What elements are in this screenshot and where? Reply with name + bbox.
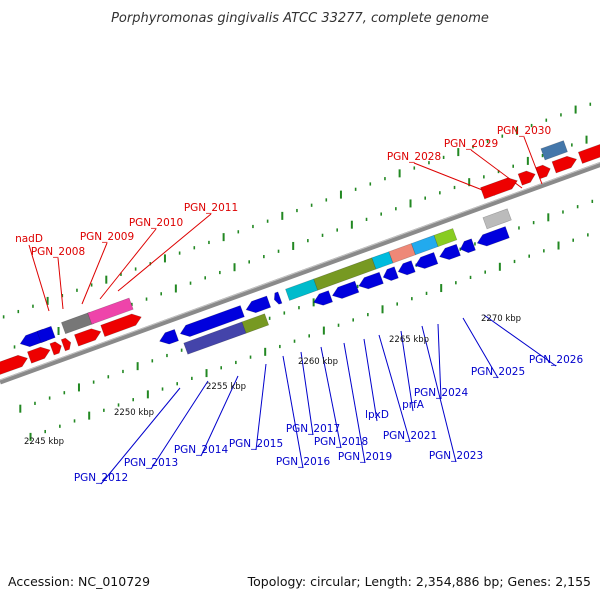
leader-line bbox=[200, 375, 239, 457]
reverse-gene-arrow bbox=[159, 329, 179, 345]
leader-line bbox=[81, 242, 108, 305]
forward-gene-arrow bbox=[36, 325, 56, 344]
gene-label: PGN_2023 bbox=[429, 450, 483, 462]
reverse-gene-arrow bbox=[285, 278, 319, 301]
leader-line bbox=[378, 334, 411, 443]
reverse-gene-arrow bbox=[397, 260, 416, 276]
reverse-gene-arrow bbox=[476, 226, 510, 247]
backbone-highlight bbox=[0, 162, 600, 381]
gene-label: PGN_2021 bbox=[383, 430, 437, 442]
forward-gene-arrow bbox=[480, 177, 518, 200]
scale-ticks: 2245 kbp 2250 kbp 2255 kbp 2260 kbp 2265 kbp… bbox=[24, 314, 521, 447]
gene-label: PGN_2010 bbox=[129, 217, 183, 229]
leader-line bbox=[282, 355, 304, 469]
leader-line bbox=[117, 213, 212, 292]
forward-gene-arrow bbox=[0, 354, 28, 375]
forward-gene-arrow bbox=[535, 164, 551, 180]
scale-tick-label: 2255 kbp bbox=[206, 382, 246, 392]
gene-label: PGN_2026 bbox=[529, 354, 584, 366]
reverse-gene-arrow bbox=[388, 243, 416, 264]
reverse-gene-arrow bbox=[241, 313, 270, 334]
reverse-gene-arrow bbox=[358, 271, 384, 290]
leader-line bbox=[255, 363, 267, 451]
leader-line bbox=[343, 342, 366, 464]
reverse-gene-arrow bbox=[433, 228, 458, 247]
gene-label: PGN_2014 bbox=[174, 444, 229, 456]
leader-line bbox=[28, 244, 50, 312]
gene-label: PGN_2013 bbox=[124, 457, 178, 469]
gene-label: PGN_2008 bbox=[31, 246, 85, 258]
forward-gene-arrow bbox=[540, 140, 568, 161]
genome-backbone bbox=[0, 161, 600, 385]
gene-label: PGN_2009 bbox=[80, 231, 134, 243]
forward-gene-arrow bbox=[49, 341, 62, 356]
scale-tick-label: 2245 kbp bbox=[24, 437, 64, 447]
reverse-gene-arrow bbox=[459, 238, 476, 254]
reverse-gene-arrow bbox=[382, 266, 399, 281]
label-leader-lines bbox=[28, 136, 557, 485]
backbone-line bbox=[0, 161, 600, 385]
leader-line bbox=[320, 346, 342, 449]
reverse-gene-arrow bbox=[179, 305, 245, 337]
gene-label: prfA bbox=[402, 399, 425, 411]
reverse-gene-arrow bbox=[439, 243, 461, 260]
genome-summary-text: Topology: circular; Length: 2,354,886 bp… bbox=[247, 574, 591, 589]
leader-line bbox=[437, 323, 442, 400]
gene-label: PGN_2030 bbox=[497, 125, 551, 137]
leader-line bbox=[99, 228, 157, 300]
forward-gene-arrow bbox=[60, 337, 72, 352]
leader-line bbox=[100, 387, 181, 485]
gene-label: PGN_2024 bbox=[414, 387, 469, 399]
forward-gene-arrow bbox=[74, 328, 102, 347]
reverse-gene-arrow bbox=[245, 295, 272, 314]
reverse-gene-arrow bbox=[414, 252, 439, 269]
scale-tick-label: 2260 kbp bbox=[298, 357, 338, 367]
reverse-gene-arrow bbox=[411, 234, 439, 256]
reverse-gene-arrow bbox=[482, 208, 512, 230]
reverse-gene-arrow bbox=[273, 291, 283, 305]
gene-label: PGN_2015 bbox=[229, 438, 283, 450]
gene-label: PGN_2018 bbox=[314, 436, 368, 448]
forward-gene-arrow bbox=[517, 170, 536, 186]
gene-label: PGN_2028 bbox=[387, 151, 441, 163]
leader-line bbox=[300, 351, 314, 436]
gene-label: PGN_2016 bbox=[276, 456, 331, 468]
gene-label: PGN_2011 bbox=[184, 202, 238, 214]
gene-label: PGN_2012 bbox=[74, 472, 128, 484]
leader-line bbox=[421, 325, 457, 463]
forward-gene-arrow bbox=[87, 297, 134, 325]
forward-gene-arrow bbox=[577, 144, 600, 164]
gene-label: PGN_2019 bbox=[338, 451, 392, 463]
forward-gene-arrow bbox=[551, 155, 578, 174]
scale-tick-label: 2270 kbp bbox=[481, 314, 521, 324]
leader-line bbox=[57, 257, 64, 310]
map-title: Porphyromonas gingivalis ATCC 33277, com… bbox=[111, 11, 489, 26]
gene-label: PGN_2029 bbox=[444, 138, 498, 150]
scale-tick-label: 2265 kbp bbox=[389, 335, 429, 345]
forward-gene-arrow bbox=[27, 346, 51, 364]
dot-tracks bbox=[2, 102, 594, 441]
forward-gene-arrow bbox=[100, 313, 142, 337]
gene-label: nadD bbox=[15, 233, 43, 245]
leader-line bbox=[523, 136, 543, 185]
leader-line bbox=[462, 317, 499, 379]
accession-text: Accession: NC_010729 bbox=[8, 574, 150, 589]
gene-label: lpxD bbox=[365, 409, 389, 421]
scale-tick-label: 2250 kbp bbox=[114, 408, 154, 418]
reverse-gene-arrow bbox=[331, 280, 360, 299]
gene-label: PGN_2025 bbox=[471, 366, 525, 378]
gene-label: PGN_2017 bbox=[286, 423, 340, 435]
reverse-gene-arrow bbox=[313, 290, 333, 306]
leader-line bbox=[483, 314, 557, 367]
gene-arrows bbox=[0, 140, 600, 375]
leader-line bbox=[363, 338, 378, 422]
leader-line bbox=[400, 330, 414, 412]
leader-line bbox=[150, 380, 209, 470]
